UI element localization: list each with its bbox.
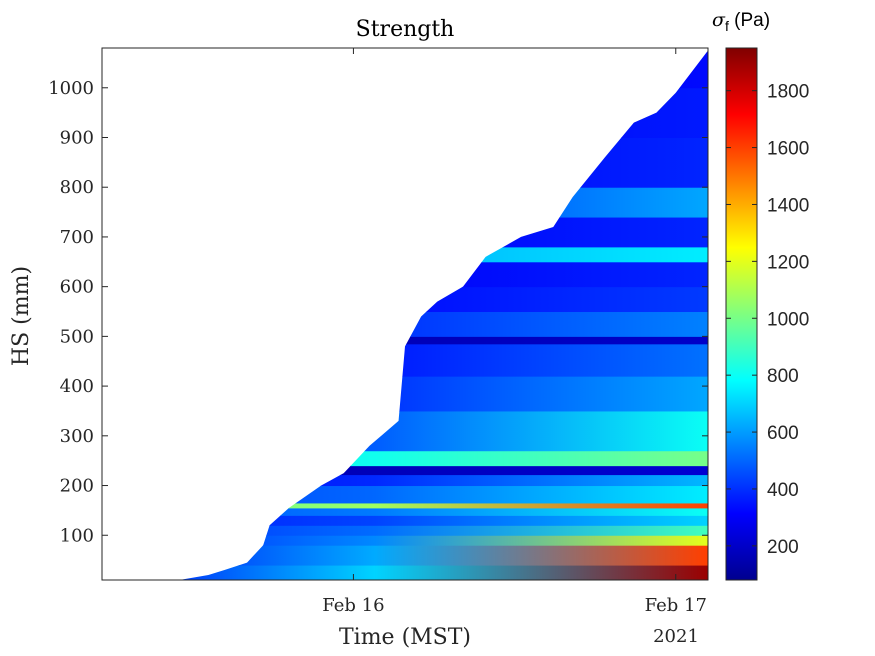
x-axis-ticks: Feb 16 Feb 17	[322, 48, 707, 616]
x-tick-label: Feb 17	[645, 595, 707, 616]
x-axis-year-label: 2021	[653, 626, 699, 647]
colorbar-tick-label: 800	[767, 366, 799, 387]
y-tick-label: 700	[60, 227, 94, 248]
colorbar-tick-label: 400	[767, 480, 799, 501]
strength-layer	[176, 507, 708, 516]
strength-layer	[176, 465, 708, 476]
strength-layer	[176, 535, 708, 546]
strength-layer	[176, 336, 708, 345]
strength-layer	[176, 545, 708, 566]
colorbar-label: σf (Pa)	[712, 9, 770, 34]
x-tick-label: Feb 16	[322, 595, 384, 616]
strength-layer	[176, 515, 708, 526]
colorbar-tick-label: 1800	[767, 82, 809, 103]
y-tick-label: 200	[60, 476, 94, 497]
y-axis-ticks: 100 200 300 400 500 600 700 800 900 1000	[48, 78, 708, 546]
colorbar-tick-label: 1200	[767, 252, 809, 273]
y-tick-label: 300	[60, 426, 94, 447]
colorbar-ticks: 200 400 600 800 1000 1200 1400 1600 1800	[726, 82, 809, 558]
y-tick-label: 900	[60, 127, 94, 148]
colorbar-tick-label: 1600	[767, 139, 809, 160]
strength-layer	[176, 525, 708, 536]
colorbar-label-unit: (Pa)	[729, 10, 770, 31]
colorbar-tick-label: 1400	[767, 195, 809, 216]
colorbar-label-symbol: σ	[712, 9, 726, 31]
y-tick-label: 600	[60, 277, 94, 298]
y-tick-label: 400	[60, 376, 94, 397]
x-axis-label: Time (MST)	[339, 625, 471, 650]
axes-box	[101, 47, 709, 581]
colorbar-tick-label: 200	[767, 537, 799, 558]
strength-layer	[176, 502, 708, 509]
y-tick-label: 800	[60, 177, 94, 198]
colorbar-label-subscript: f	[725, 18, 729, 34]
colorbar	[725, 47, 758, 581]
chart-title: Strength	[356, 17, 455, 42]
y-tick-label: 1000	[48, 78, 94, 99]
y-tick-label: 100	[60, 525, 94, 546]
colorbar-tick-label: 1000	[767, 309, 809, 330]
y-tick-label: 500	[60, 326, 94, 347]
strength-layer	[176, 565, 708, 581]
colorbar-tick-label: 600	[767, 423, 799, 444]
strength-layer	[176, 474, 708, 487]
y-axis-label: HS (mm)	[9, 266, 34, 366]
